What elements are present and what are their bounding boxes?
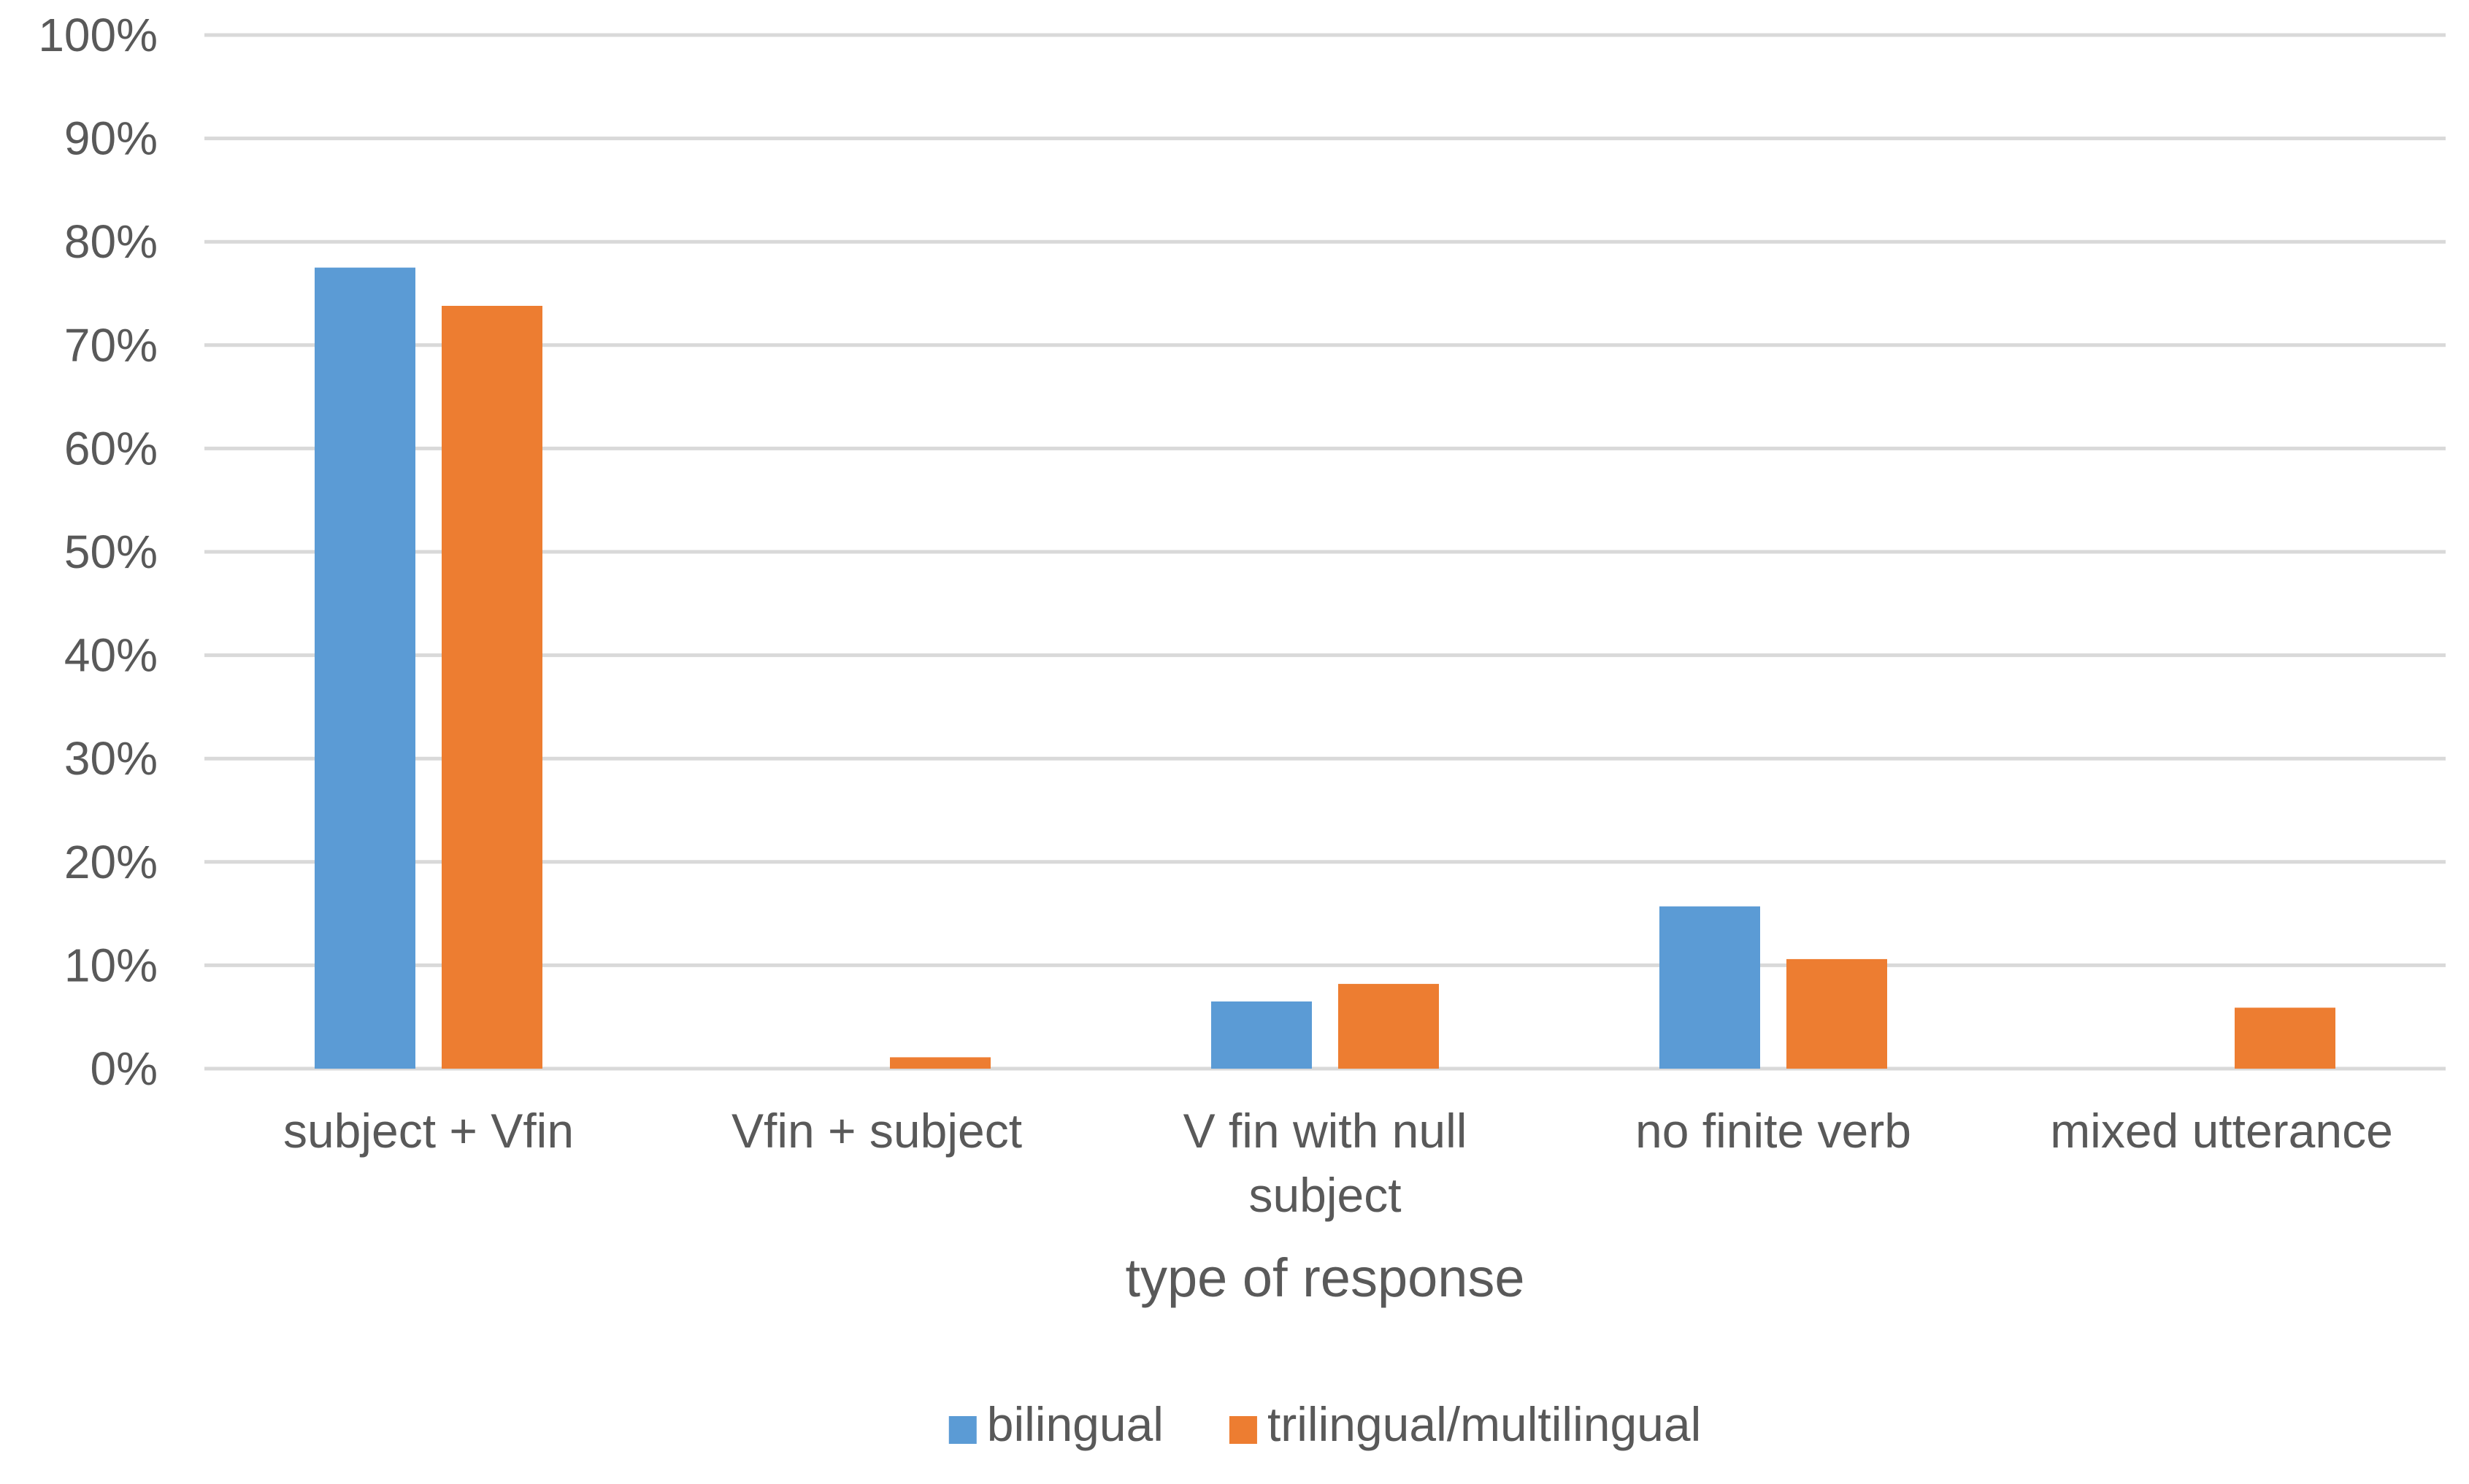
y-tick-label: 60% (64, 422, 158, 474)
x-category-label: no finite verb (1635, 1104, 1911, 1158)
y-tick-label: 100% (38, 9, 158, 61)
bar-trilingual-multilingual-0 (442, 305, 542, 1069)
x-axis-category-labels: subject + Vfin Vfin + subject V fin with n… (283, 1104, 2393, 1222)
bar-bilingual-3 (1659, 906, 1760, 1069)
bar-trilingual-multilingual-3 (1786, 958, 1887, 1069)
legend-label: trilingual/multilingual (1267, 1397, 1701, 1451)
y-tick-label: 0% (91, 1042, 158, 1095)
y-tick-label: 20% (64, 836, 158, 888)
y-tick-label: 40% (64, 629, 158, 682)
x-category-label: Vfin + subject (732, 1104, 1022, 1158)
bar-trilingual-multilingual-4 (2235, 1007, 2335, 1069)
legend-item: bilingual (948, 1397, 1164, 1451)
y-axis-ticks: 0% 10% 20% 30% 40% 50% 60% 70% 80% 90% 100% (38, 9, 158, 1095)
legend: bilingual trilingual/multilingual (948, 1397, 1701, 1451)
y-tick-label: 70% (64, 319, 158, 372)
gridlines (204, 33, 2446, 1071)
y-tick-label: 50% (64, 526, 158, 578)
y-tick-label: 10% (64, 939, 158, 991)
bar-bilingual-0 (315, 267, 415, 1069)
y-tick-label: 80% (64, 215, 158, 268)
x-axis-title: type of response (1125, 1247, 1524, 1308)
bar-trilingual-multilingual-1 (890, 1057, 991, 1069)
legend-label: bilingual (987, 1397, 1164, 1451)
legend-swatch (1229, 1416, 1257, 1444)
bars (315, 267, 2335, 1069)
y-tick-label: 30% (64, 732, 158, 785)
bar-bilingual-2 (1211, 1001, 1312, 1069)
legend-item: trilingual/multilingual (1229, 1397, 1701, 1451)
legend-swatch (948, 1416, 977, 1444)
x-category-label: mixed utterance (2050, 1104, 2393, 1158)
x-category-label: V fin with null subject (1183, 1104, 1467, 1222)
y-tick-label: 90% (64, 112, 158, 165)
bar-trilingual-multilingual-2 (1338, 983, 1439, 1069)
x-category-label: subject + Vfin (283, 1104, 574, 1158)
